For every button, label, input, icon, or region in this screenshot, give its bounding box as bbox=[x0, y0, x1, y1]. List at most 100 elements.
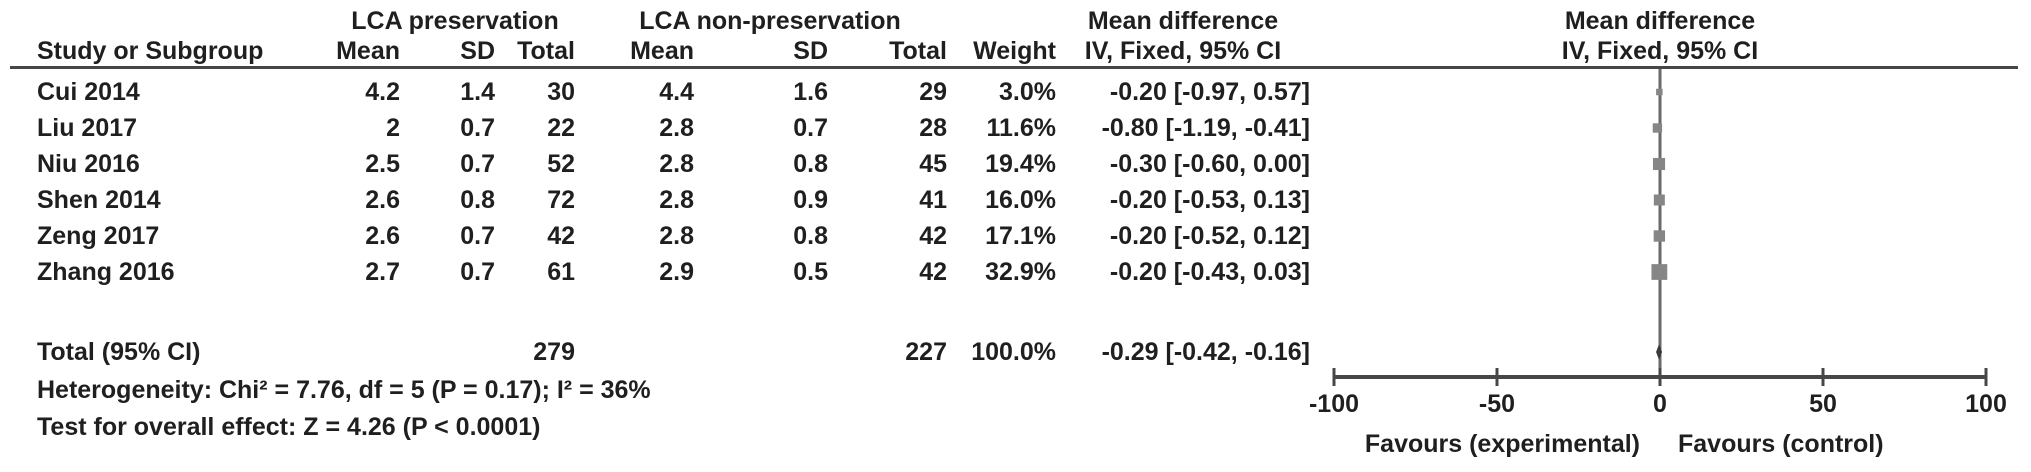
axis-tick-label: 100 bbox=[1965, 390, 2007, 418]
mean1-column-header: Mean bbox=[336, 37, 400, 65]
mean2-value: 2.8 bbox=[659, 150, 694, 178]
weight-square bbox=[1652, 157, 1666, 171]
study-name: Zeng 2017 bbox=[37, 222, 160, 250]
study-column-header: Study or Subgroup bbox=[37, 37, 264, 65]
total-row: Total (95% CI) 279 227 100.0% -0.29 [-0.… bbox=[0, 336, 1310, 368]
total1-value: 30 bbox=[547, 78, 575, 106]
ci-value: -0.20 [-0.53, 0.13] bbox=[1109, 186, 1310, 214]
total2-value: 45 bbox=[919, 150, 947, 178]
mean2-value: 2.8 bbox=[659, 222, 694, 250]
sd1-value: 0.7 bbox=[460, 258, 495, 286]
weight-value: 17.1% bbox=[985, 222, 1056, 250]
total-ci: -0.29 [-0.42, -0.16] bbox=[1101, 338, 1310, 366]
total2-value: 42 bbox=[919, 258, 947, 286]
total-weight: 100.0% bbox=[971, 338, 1056, 366]
sd1-value: 0.8 bbox=[460, 186, 495, 214]
axis-tick-label: 0 bbox=[1653, 390, 1667, 418]
mean1-value: 4.2 bbox=[365, 78, 400, 106]
sd1-value: 0.7 bbox=[460, 150, 495, 178]
ci-value: -0.30 [-0.60, 0.00] bbox=[1109, 150, 1310, 178]
mean2-value: 2.9 bbox=[659, 258, 694, 286]
sd1-column-header: SD bbox=[460, 37, 495, 65]
sd2-value: 1.6 bbox=[793, 78, 828, 106]
total2-value: 42 bbox=[919, 222, 947, 250]
axis-tick-label: 50 bbox=[1809, 390, 1837, 418]
sd2-value: 0.9 bbox=[793, 186, 828, 214]
weight-value: 11.6% bbox=[986, 114, 1056, 142]
mean2-value: 2.8 bbox=[659, 186, 694, 214]
weight-square bbox=[1651, 264, 1668, 280]
ci-column-header: IV, Fixed, 95% CI bbox=[1084, 37, 1282, 65]
total1-value: 22 bbox=[547, 114, 575, 142]
weight-square bbox=[1656, 88, 1663, 96]
total2-value: 41 bbox=[919, 186, 947, 214]
group2-header: LCA non-preservation bbox=[639, 7, 901, 35]
table-row: Zhang 2016 2.7 0.7 61 2.9 0.5 42 32.9% -… bbox=[0, 254, 1310, 290]
mean-difference-column-header: Mean difference bbox=[1087, 7, 1279, 35]
favours-experimental-label: Favours (experimental) bbox=[1364, 430, 1640, 458]
mean1-value: 2.7 bbox=[365, 258, 400, 286]
column-header-row: Study or Subgroup Mean SD Total Mean SD … bbox=[0, 37, 1310, 65]
weight-value: 3.0% bbox=[999, 78, 1056, 106]
ci-value: -0.20 [-0.97, 0.57] bbox=[1109, 78, 1310, 106]
total2-column-header: Total bbox=[889, 37, 947, 65]
total1-column-header: Total bbox=[517, 37, 575, 65]
table-row: Niu 2016 2.5 0.7 52 2.8 0.8 45 19.4% -0.… bbox=[0, 146, 1310, 182]
weight-column-header: Weight bbox=[973, 37, 1056, 65]
sd2-value: 0.5 bbox=[793, 258, 828, 286]
sd1-value: 0.7 bbox=[460, 222, 495, 250]
total2-sum: 227 bbox=[905, 338, 947, 366]
ci-value: -0.20 [-0.43, 0.03] bbox=[1109, 258, 1310, 286]
overall-effect-text: Test for overall effect: Z = 4.26 (P < 0… bbox=[37, 413, 541, 441]
total1-value: 72 bbox=[547, 186, 575, 214]
favours-control-label: Favours (control) bbox=[1678, 430, 1884, 458]
weight-value: 32.9% bbox=[985, 258, 1056, 286]
table-row: Shen 2014 2.6 0.8 72 2.8 0.9 41 16.0% -0… bbox=[0, 182, 1310, 218]
weight-value: 19.4% bbox=[985, 150, 1056, 178]
total1-sum: 279 bbox=[533, 338, 575, 366]
mean-difference-plot-header: Mean difference bbox=[1564, 7, 1756, 35]
study-name: Niu 2016 bbox=[37, 150, 140, 178]
heterogeneity-text: Heterogeneity: Chi² = 7.76, df = 5 (P = … bbox=[37, 376, 651, 404]
mean1-value: 2.6 bbox=[365, 186, 400, 214]
mean1-value: 2.5 bbox=[365, 150, 400, 178]
weight-square bbox=[1653, 230, 1666, 242]
mean2-value: 2.8 bbox=[659, 114, 694, 142]
axis-tick-label: -50 bbox=[1478, 390, 1516, 418]
header-rule bbox=[10, 66, 2018, 69]
study-name: Shen 2014 bbox=[37, 186, 161, 214]
total1-value: 61 bbox=[547, 258, 575, 286]
sd2-value: 0.8 bbox=[793, 222, 828, 250]
table-row: Liu 2017 2 0.7 22 2.8 0.7 28 11.6% -0.80… bbox=[0, 110, 1310, 146]
table-row: Zeng 2017 2.6 0.7 42 2.8 0.8 42 17.1% -0… bbox=[0, 218, 1310, 254]
sd2-column-header: SD bbox=[793, 37, 828, 65]
sd1-value: 1.4 bbox=[460, 78, 495, 106]
mean2-value: 4.4 bbox=[659, 78, 694, 106]
weight-value: 16.0% bbox=[985, 186, 1056, 214]
weight-square bbox=[1653, 194, 1665, 206]
total1-value: 42 bbox=[547, 222, 575, 250]
group1-header: LCA preservation bbox=[351, 7, 559, 35]
study-name: Zhang 2016 bbox=[37, 258, 175, 286]
mean1-value: 2.6 bbox=[365, 222, 400, 250]
mean1-value: 2 bbox=[386, 114, 400, 142]
ci-value: -0.20 [-0.52, 0.12] bbox=[1109, 222, 1310, 250]
sd2-value: 0.8 bbox=[793, 150, 828, 178]
total2-value: 29 bbox=[919, 78, 947, 106]
total2-value: 28 bbox=[919, 114, 947, 142]
study-name: Cui 2014 bbox=[37, 78, 140, 106]
axis-tick-label: -100 bbox=[1308, 390, 1360, 418]
weight-square bbox=[1652, 123, 1663, 133]
sd2-value: 0.7 bbox=[793, 114, 828, 142]
total-label: Total (95% CI) bbox=[37, 338, 201, 366]
table-row: Cui 2014 4.2 1.4 30 4.4 1.6 29 3.0% -0.2… bbox=[0, 74, 1310, 110]
total-diamond bbox=[1656, 344, 1663, 360]
sd1-value: 0.7 bbox=[460, 114, 495, 142]
ci-value: -0.80 [-1.19, -0.41] bbox=[1101, 114, 1310, 142]
study-name: Liu 2017 bbox=[37, 114, 138, 142]
mean2-column-header: Mean bbox=[630, 37, 694, 65]
ci-plot-header: IV, Fixed, 95% CI bbox=[1561, 37, 1759, 65]
total1-value: 52 bbox=[547, 150, 575, 178]
